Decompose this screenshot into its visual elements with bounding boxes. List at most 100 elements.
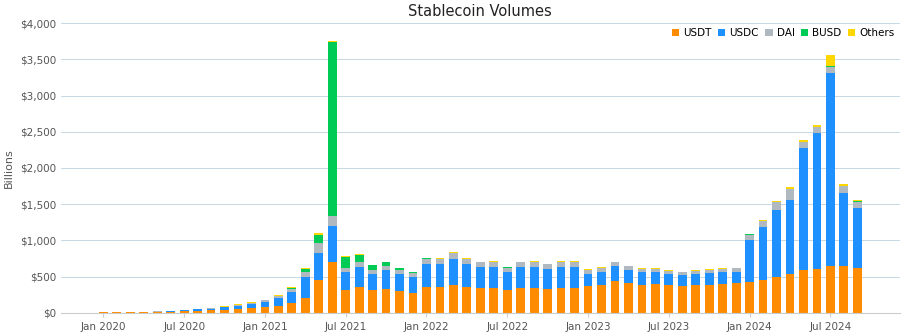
Bar bbox=[744, 240, 753, 282]
Bar bbox=[597, 285, 605, 313]
Bar bbox=[489, 262, 498, 267]
Bar bbox=[556, 262, 565, 267]
Bar bbox=[610, 262, 619, 266]
Bar bbox=[664, 274, 673, 285]
Bar bbox=[543, 264, 552, 268]
Bar bbox=[556, 261, 565, 262]
Bar bbox=[758, 227, 767, 280]
Bar bbox=[650, 269, 659, 272]
Bar bbox=[180, 311, 189, 313]
Bar bbox=[435, 258, 444, 259]
Bar bbox=[274, 296, 283, 298]
Bar bbox=[462, 287, 470, 313]
Bar bbox=[677, 272, 686, 275]
Bar bbox=[354, 254, 363, 255]
Bar bbox=[785, 189, 794, 200]
Bar bbox=[435, 259, 444, 264]
Bar bbox=[758, 220, 767, 221]
Bar bbox=[381, 270, 390, 289]
Bar bbox=[422, 258, 431, 259]
Bar bbox=[529, 261, 538, 262]
Bar bbox=[328, 41, 336, 42]
Bar bbox=[274, 295, 283, 296]
Bar bbox=[139, 312, 148, 313]
Bar bbox=[287, 303, 296, 313]
Bar bbox=[395, 274, 404, 291]
Bar bbox=[516, 267, 525, 288]
Bar bbox=[220, 310, 228, 313]
Bar bbox=[583, 286, 591, 313]
Bar bbox=[570, 288, 578, 313]
Bar bbox=[529, 267, 538, 288]
Bar bbox=[570, 267, 578, 288]
Bar bbox=[260, 300, 269, 302]
Bar bbox=[650, 272, 659, 284]
Bar bbox=[207, 308, 215, 309]
Bar bbox=[341, 256, 349, 257]
Bar bbox=[328, 262, 336, 313]
Bar bbox=[449, 252, 457, 253]
Bar bbox=[516, 288, 525, 313]
Bar bbox=[301, 269, 310, 271]
Bar bbox=[449, 253, 457, 259]
Bar bbox=[341, 272, 349, 290]
Bar bbox=[354, 262, 363, 267]
Bar bbox=[422, 287, 431, 313]
Bar bbox=[798, 270, 807, 313]
Bar bbox=[825, 266, 833, 313]
Bar bbox=[408, 272, 417, 273]
Bar bbox=[677, 286, 686, 313]
Bar bbox=[718, 272, 726, 284]
Bar bbox=[825, 55, 833, 67]
Bar bbox=[704, 270, 712, 273]
Title: Stablecoin Volumes: Stablecoin Volumes bbox=[408, 4, 552, 19]
Bar bbox=[704, 273, 712, 285]
Bar bbox=[852, 200, 861, 202]
Bar bbox=[381, 266, 390, 270]
Bar bbox=[354, 255, 363, 262]
Bar bbox=[664, 285, 673, 313]
Bar bbox=[314, 233, 322, 235]
Bar bbox=[328, 226, 336, 262]
Bar bbox=[583, 270, 591, 274]
Bar bbox=[476, 262, 484, 267]
Bar bbox=[771, 202, 780, 210]
Bar bbox=[328, 42, 336, 216]
Bar bbox=[247, 303, 256, 304]
Bar bbox=[570, 262, 578, 267]
Bar bbox=[556, 267, 565, 288]
Bar bbox=[691, 271, 699, 274]
Bar bbox=[543, 289, 552, 313]
Bar bbox=[449, 285, 457, 313]
Bar bbox=[408, 277, 417, 293]
Bar bbox=[354, 288, 363, 313]
Bar bbox=[247, 304, 256, 308]
Bar bbox=[677, 275, 686, 286]
Bar bbox=[422, 264, 431, 287]
Bar bbox=[395, 291, 404, 313]
Bar bbox=[785, 187, 794, 189]
Bar bbox=[812, 127, 821, 133]
Bar bbox=[274, 298, 283, 305]
Bar bbox=[287, 289, 296, 292]
Bar bbox=[771, 210, 780, 277]
Bar bbox=[852, 202, 861, 208]
Bar bbox=[381, 262, 390, 266]
Bar bbox=[368, 274, 377, 290]
Bar bbox=[449, 259, 457, 285]
Bar bbox=[314, 280, 322, 313]
Bar bbox=[691, 285, 699, 313]
Bar bbox=[233, 306, 242, 309]
Bar bbox=[691, 270, 699, 271]
Bar bbox=[502, 267, 511, 271]
Bar bbox=[166, 311, 175, 312]
Bar bbox=[193, 311, 201, 313]
Bar bbox=[502, 271, 511, 290]
Bar bbox=[785, 200, 794, 274]
Bar bbox=[758, 221, 767, 227]
Bar bbox=[166, 312, 175, 313]
Bar bbox=[341, 290, 349, 313]
Bar bbox=[839, 186, 847, 193]
Bar bbox=[301, 277, 310, 298]
Bar bbox=[314, 235, 322, 243]
